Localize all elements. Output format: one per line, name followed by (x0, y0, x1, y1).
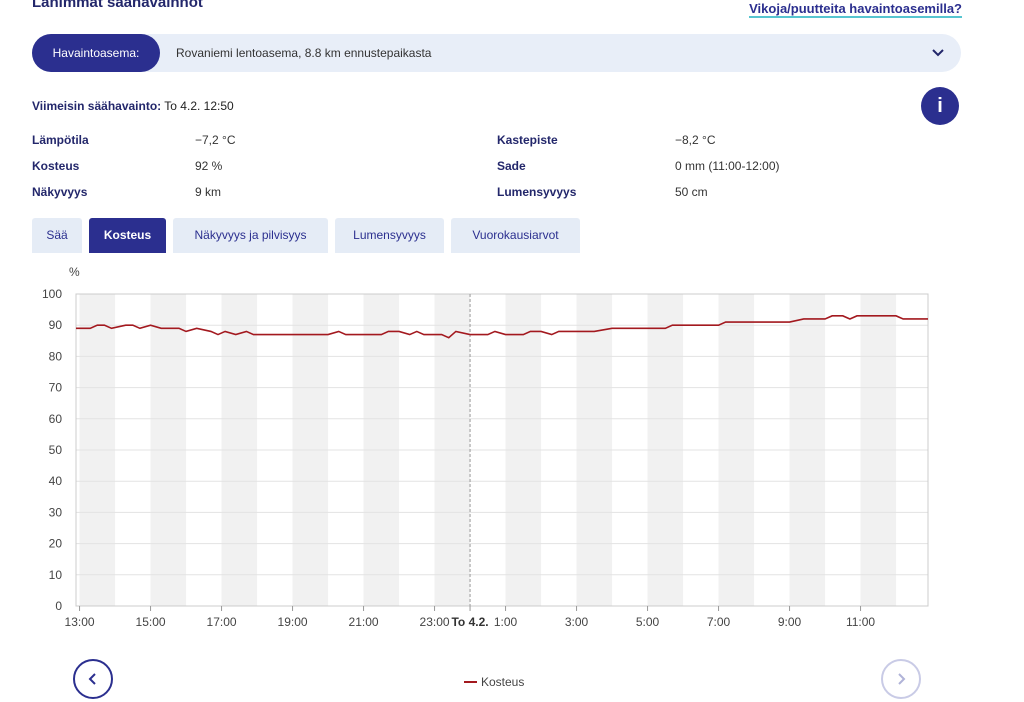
prev-button[interactable] (73, 659, 113, 699)
x-tick-label: To 4.2. (451, 615, 488, 629)
observation-label: Lämpötila (32, 133, 89, 147)
y-tick-label: 60 (49, 412, 63, 426)
x-tick-label: 7:00 (707, 615, 731, 629)
dropdown-chevron (932, 49, 944, 57)
x-tick-label: 9:00 (778, 615, 802, 629)
y-tick-label: 90 (49, 318, 63, 332)
y-tick-label: 100 (42, 287, 62, 301)
x-tick-label: 19:00 (278, 615, 308, 629)
x-tick-label: 17:00 (207, 615, 237, 629)
info-button[interactable]: i (921, 87, 959, 125)
x-tick-label: 3:00 (565, 615, 589, 629)
tab[interactable]: Näkyvyys ja pilvisyys (173, 218, 328, 253)
prev-icon (88, 673, 96, 685)
latest-label: Viimeisin säähavainto: (32, 99, 162, 113)
observation-label: Näkyvyys (32, 185, 88, 199)
latest-observation: Viimeisin säähavainto: To 4.2. 12:50 (32, 99, 234, 113)
x-tick-label: 5:00 (636, 615, 660, 629)
station-label: Havaintoasema: (32, 34, 160, 72)
observation-label: Kosteus (32, 159, 80, 173)
y-tick-label: 20 (49, 537, 63, 551)
plot-border (75, 293, 929, 607)
observation-label: Sade (497, 159, 526, 173)
x-tick-label: 23:00 (420, 615, 450, 629)
x-tick-label: 15:00 (136, 615, 166, 629)
y-tick-label: 80 (49, 349, 63, 363)
observation-value: −8,2 °C (675, 133, 716, 147)
section-title: Lähimmät säähavainnot (32, 0, 203, 11)
x-tick-label: 13:00 (65, 615, 95, 629)
station-selector[interactable]: Havaintoasema: Rovaniemi lentoasema, 8.8… (32, 34, 961, 72)
y-tick-label: 40 (49, 474, 63, 488)
observation-value: 9 km (195, 185, 222, 199)
observation-value: 50 cm (675, 185, 708, 199)
tab[interactable]: Sää (32, 218, 82, 253)
tab[interactable]: Vuorokausiarvot (451, 218, 580, 253)
y-unit: % (69, 265, 80, 279)
next-button[interactable] (881, 659, 921, 699)
x-tick-label: 1:00 (494, 615, 518, 629)
x-tick-label: 11:00 (846, 615, 875, 629)
observation-label: Kastepiste (497, 133, 558, 147)
observation-value: −7,2 °C (195, 133, 236, 147)
chart: % 0 10 20 30 40 50 60 70 80 90 100 13:00 15:00 17:00 19… (42, 265, 929, 689)
latest-value: To 4.2. 12:50 (164, 99, 234, 113)
y-tick-label: 70 (49, 381, 63, 395)
tab[interactable]: Lumensyvyys (335, 218, 444, 253)
report-link[interactable]: Vikoja/puutteita havaintoasemilla? (749, 1, 962, 18)
observation-value: 92 % (195, 159, 223, 173)
y-tick-label: 30 (49, 505, 63, 519)
station-value: Rovaniemi lentoasema, 8.8 km ennustepaik… (176, 46, 432, 60)
y-tick-label: 50 (49, 443, 63, 457)
observation-label: Lumensyvyys (497, 185, 577, 199)
y-tick-label: 10 (49, 568, 63, 582)
y-tick-label: 0 (55, 599, 62, 613)
x-tick-label: 21:00 (349, 615, 379, 629)
legend-label: Kosteus (481, 675, 524, 689)
next-icon (898, 673, 906, 685)
observation-value: 0 mm (11:00-12:00) (675, 159, 780, 173)
data-line (76, 315, 928, 339)
tab[interactable]: Kosteus (89, 218, 166, 253)
